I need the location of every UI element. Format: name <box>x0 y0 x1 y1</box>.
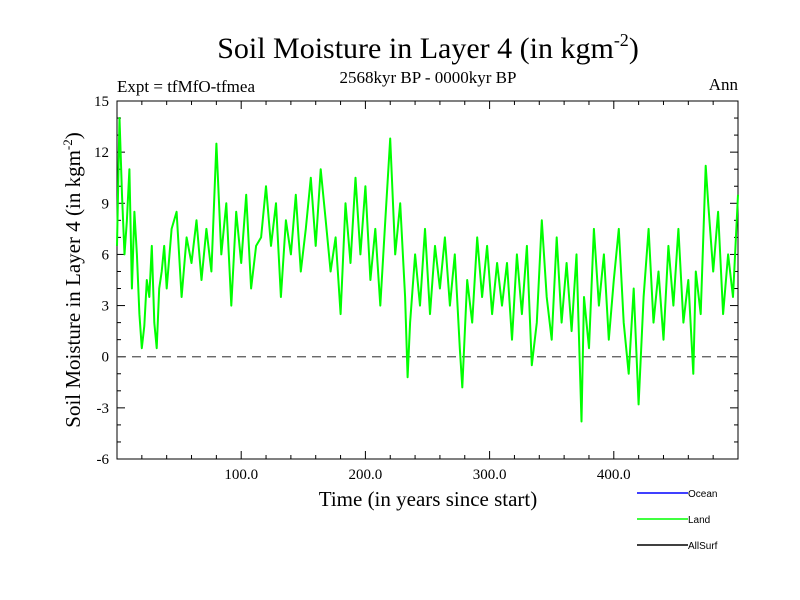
y-tick-label: -6 <box>97 452 110 468</box>
subtitle-right: Ann <box>709 75 739 94</box>
chart-title-sup: -2 <box>614 30 629 50</box>
y-tick-label: 0 <box>102 350 110 366</box>
y-tick-label: 12 <box>94 145 109 161</box>
chart-title: Soil Moisture in Layer 4 (in kgm-2) <box>217 30 639 65</box>
x-tick-label: 200.0 <box>349 467 383 483</box>
x-axis-label: Time (in years since start) <box>319 487 538 511</box>
y-tick-label: 15 <box>94 94 109 110</box>
y-tick-label: -3 <box>97 401 110 417</box>
y-axis-label: Soil Moisture in Layer 4 (in kgm-2) <box>60 132 85 427</box>
y-axis-label-close: ) <box>61 132 85 139</box>
plot-frame <box>116 100 739 460</box>
x-tick-label: 300.0 <box>473 467 507 483</box>
y-tick-label: 3 <box>102 299 110 315</box>
y-tick-label: 6 <box>102 247 110 263</box>
x-tick-label: 400.0 <box>597 467 631 483</box>
y-tick-label: 9 <box>102 196 110 212</box>
subtitle-center: 2568kyr BP - 0000kyr BP <box>340 68 517 87</box>
y-axis-label-sup: -2 <box>60 139 75 150</box>
legend: Ocean Land AllSurf <box>637 489 718 552</box>
plot-area: -6 -3 0 3 6 9 12 15 100.0 200.0 300.0 400.0 <box>94 94 739 483</box>
legend-land-label: Land <box>688 515 710 526</box>
subtitle-left: Expt = tfMfO-tfmea <box>117 77 255 96</box>
x-axis: 100.0 200.0 300.0 400.0 <box>141 101 714 483</box>
x-tick-label: 100.0 <box>224 467 258 483</box>
chart-title-close: ) <box>629 32 639 65</box>
series-line-land <box>116 117 739 423</box>
legend-ocean-label: Ocean <box>688 489 717 500</box>
legend-allsurf-label: AllSurf <box>688 541 718 552</box>
y-axis: -6 -3 0 3 6 9 12 15 <box>94 94 738 468</box>
